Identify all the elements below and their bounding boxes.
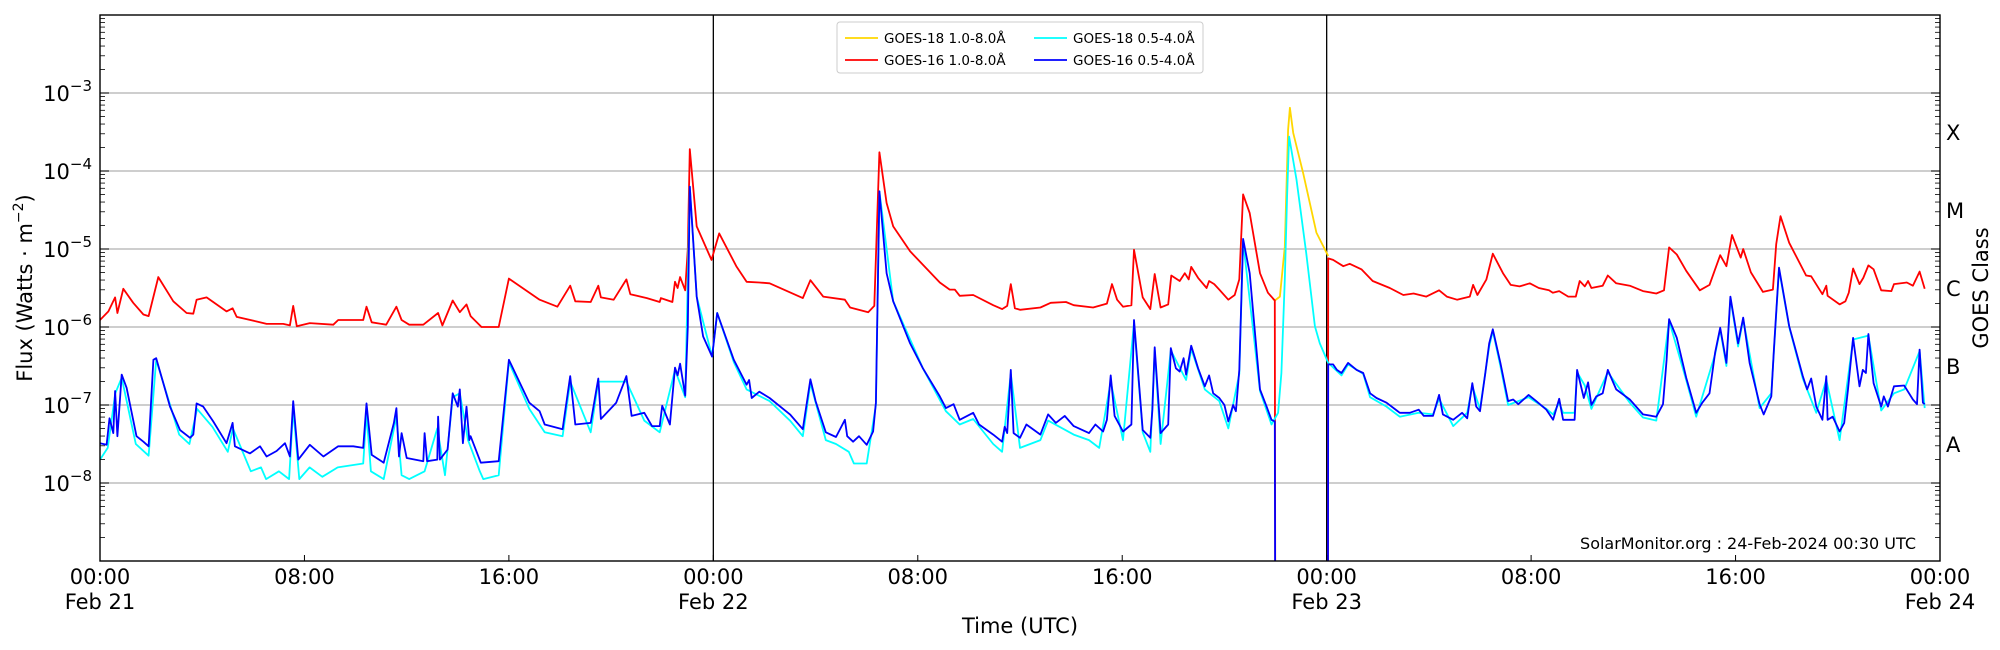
- x-axis-label: Time (UTC): [961, 614, 1078, 638]
- y-tick-label-exponent: −5: [70, 233, 92, 251]
- y-tick-label-exponent: −8: [70, 467, 92, 485]
- x-tick-label-time: 00:00: [70, 565, 131, 589]
- x-tick-label-date: Feb 21: [65, 590, 136, 614]
- x-tick-label-time: 16:00: [1092, 565, 1153, 589]
- data-series: [100, 106, 1926, 561]
- gridlines: [100, 92, 1940, 484]
- x-tick-label-time: 08:00: [888, 565, 949, 589]
- y-tick-label-exponent: −4: [70, 155, 92, 173]
- goes-class-label-b: B: [1946, 355, 1960, 379]
- goes-class-label-a: A: [1946, 433, 1961, 457]
- goes-class-label-m: M: [1946, 199, 1964, 223]
- day-separator-lines: [712, 15, 1328, 561]
- y-tick-label-base: 10: [43, 238, 70, 262]
- y-tick-label-base: 10: [43, 82, 70, 106]
- goes-class-label-x: X: [1946, 121, 1960, 145]
- y-axis-label-main: Flux (Watts · m: [13, 223, 37, 382]
- y-tick-label-base: 10: [43, 472, 70, 496]
- axis-ticks: [99, 14, 1941, 562]
- y-tick-label: 10−4: [43, 155, 92, 184]
- legend-box: [836, 21, 1204, 74]
- x-tick-label-time: 00:00: [1296, 565, 1357, 589]
- y-tick-label: 10−3: [43, 77, 92, 106]
- x-tick-label-time: 00:00: [1910, 565, 1971, 589]
- series-line-goes-16-1-0-8-0-: [100, 148, 1926, 561]
- legend-label: GOES-18 1.0-8.0Å: [884, 30, 1006, 47]
- legend-label: GOES-18 0.5-4.0Å: [1073, 30, 1195, 47]
- legend: GOES-18 1.0-8.0Å GOES-16 1.0-8.0Å GOES-18 …: [836, 21, 1204, 74]
- x-tick-label-date: Feb 23: [1291, 590, 1362, 614]
- x-tick-label-time: 16:00: [1705, 565, 1766, 589]
- y-tick-label-base: 10: [43, 394, 70, 418]
- x-tick-label-date: Feb 22: [678, 590, 749, 614]
- goes-class-label-c: C: [1946, 277, 1961, 301]
- y-tick-label: 10−6: [43, 311, 92, 340]
- x-tick-label-date: Feb 24: [1905, 590, 1976, 614]
- series-line-goes-16-0-5-4-0-: [100, 185, 1926, 561]
- x-tick-label-time: 00:00: [683, 565, 744, 589]
- y-tick-labels: 10−810−710−610−510−410−3: [43, 77, 92, 496]
- legend-label: GOES-16 0.5-4.0Å: [1073, 52, 1195, 69]
- x-tick-label-time: 16:00: [479, 565, 540, 589]
- y-tick-label-exponent: −3: [70, 77, 92, 95]
- y-tick-label: 10−5: [43, 233, 92, 262]
- x-tick-label-time: 08:00: [1501, 565, 1562, 589]
- y2-axis-label: GOES Class: [1969, 227, 1993, 348]
- source-annotation: SolarMonitor.org : 24-Feb-2024 00:30 UTC: [1580, 534, 1916, 553]
- y-tick-label-exponent: −7: [70, 389, 92, 407]
- y-tick-label: 10−8: [43, 467, 92, 496]
- y-tick-label-base: 10: [43, 160, 70, 184]
- y-axis-label: Flux (Watts · m−2): [11, 194, 37, 382]
- y-tick-label: 10−7: [43, 389, 92, 418]
- plot-frame: [99, 14, 1941, 562]
- x-tick-label-time: 08:00: [274, 565, 335, 589]
- y-axis-label-end: ): [13, 194, 37, 202]
- y-axis-label-exponent: −2: [11, 202, 27, 223]
- y-tick-label-exponent: −6: [70, 311, 92, 329]
- series-line-goes-18-1-0-8-0-: [1272, 106, 1330, 302]
- goes-class-labels: A B C M X: [1946, 121, 1964, 457]
- y-tick-label-base: 10: [43, 316, 70, 340]
- legend-label: GOES-16 1.0-8.0Å: [884, 52, 1006, 69]
